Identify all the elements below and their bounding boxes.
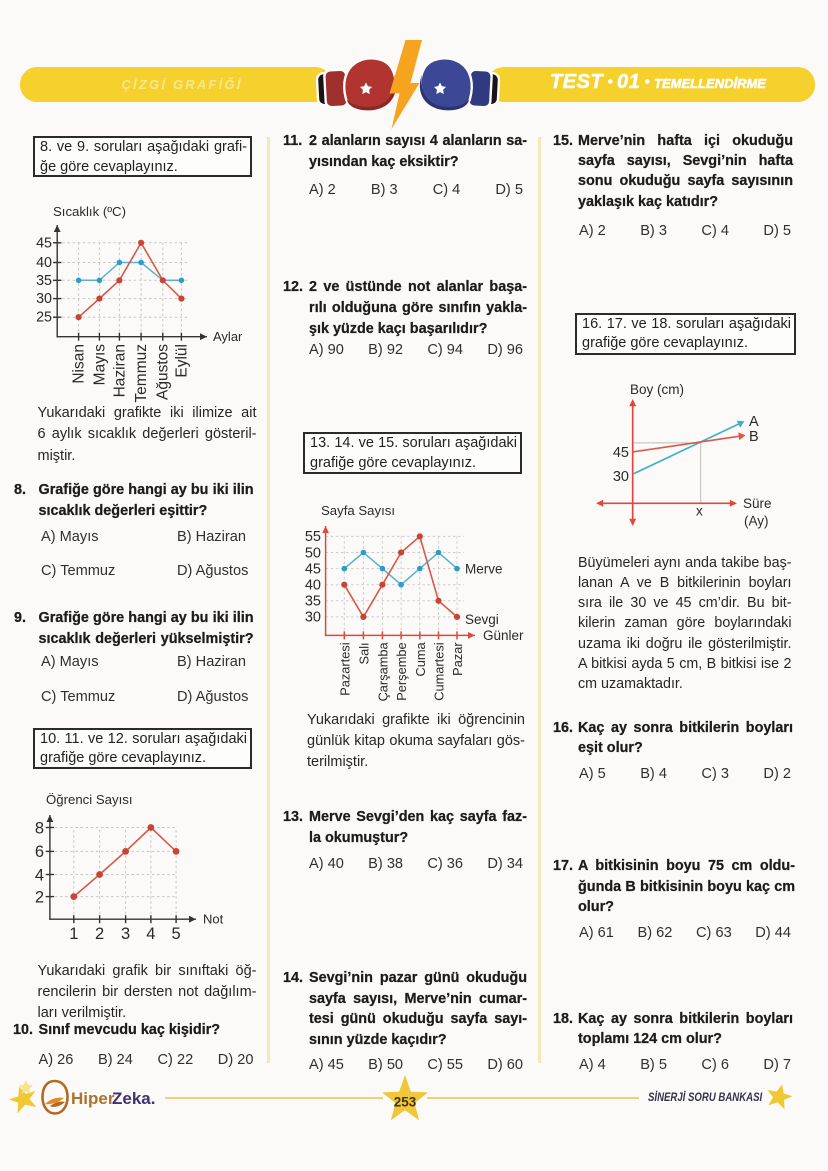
svg-text:Haziran: Haziran [111, 344, 128, 397]
svg-text:Pazar: Pazar [450, 642, 465, 676]
svg-text:Zeka.: Zeka. [112, 1089, 155, 1108]
svg-text:40: 40 [305, 578, 321, 594]
svg-text:6: 6 [35, 843, 44, 861]
svg-text:Temmuz: Temmuz [133, 344, 150, 403]
svg-text:253: 253 [394, 1095, 417, 1110]
svg-text:1: 1 [69, 925, 78, 943]
svg-text:Çarşamba: Çarşamba [375, 642, 390, 702]
svg-text:45: 45 [305, 561, 321, 577]
svg-text:Pazartesi: Pazartesi [337, 642, 352, 695]
svg-text:Perşembe: Perşembe [394, 642, 409, 700]
svg-text:3: 3 [121, 925, 130, 943]
svg-text:Sayfa Sayısı: Sayfa Sayısı [321, 503, 395, 518]
svg-text:Merve: Merve [465, 562, 503, 577]
svg-text:Hiper: Hiper [71, 1089, 115, 1108]
svg-text:4: 4 [146, 925, 155, 943]
svg-text:(Ay): (Ay) [744, 513, 769, 528]
svg-text:4: 4 [35, 866, 44, 884]
svg-text:25: 25 [36, 310, 52, 326]
svg-text:Boy (cm): Boy (cm) [630, 382, 684, 397]
svg-text:30: 30 [305, 610, 321, 626]
svg-text:8: 8 [35, 819, 44, 837]
svg-text:Mayıs: Mayıs [91, 344, 108, 386]
svg-text:45: 45 [36, 235, 52, 251]
svg-text:Sevgi: Sevgi [465, 612, 499, 627]
svg-text:2: 2 [95, 925, 104, 943]
svg-text:Aylar: Aylar [213, 329, 243, 344]
svg-text:Öğrenci Sayısı: Öğrenci Sayısı [46, 792, 133, 807]
svg-text:40: 40 [36, 255, 52, 271]
svg-text:35: 35 [36, 273, 52, 289]
svg-text:Salı: Salı [356, 642, 371, 664]
svg-text:x: x [696, 504, 703, 519]
svg-text:5: 5 [172, 925, 181, 943]
svg-text:30: 30 [36, 291, 52, 307]
svg-text:B: B [749, 429, 759, 445]
svg-text:Süre: Süre [743, 496, 772, 511]
svg-text:Cumartesi: Cumartesi [432, 642, 447, 700]
svg-text:Not: Not [203, 912, 224, 927]
svg-text:45: 45 [613, 445, 629, 461]
svg-text:50: 50 [305, 545, 321, 561]
svg-text:35: 35 [305, 594, 321, 610]
svg-text:Günler: Günler [483, 628, 524, 643]
svg-text:Nisan: Nisan [71, 344, 88, 384]
svg-text:A: A [749, 414, 759, 430]
svg-text:Cuma: Cuma [413, 642, 428, 677]
svg-text:Eylül: Eylül [173, 344, 190, 378]
svg-text:30: 30 [613, 469, 629, 485]
svg-text:55: 55 [305, 529, 321, 545]
svg-text:2: 2 [35, 888, 44, 906]
svg-text:Sıcaklık (ºC): Sıcaklık (ºC) [53, 204, 126, 219]
svg-text:Ağustos: Ağustos [155, 344, 172, 400]
